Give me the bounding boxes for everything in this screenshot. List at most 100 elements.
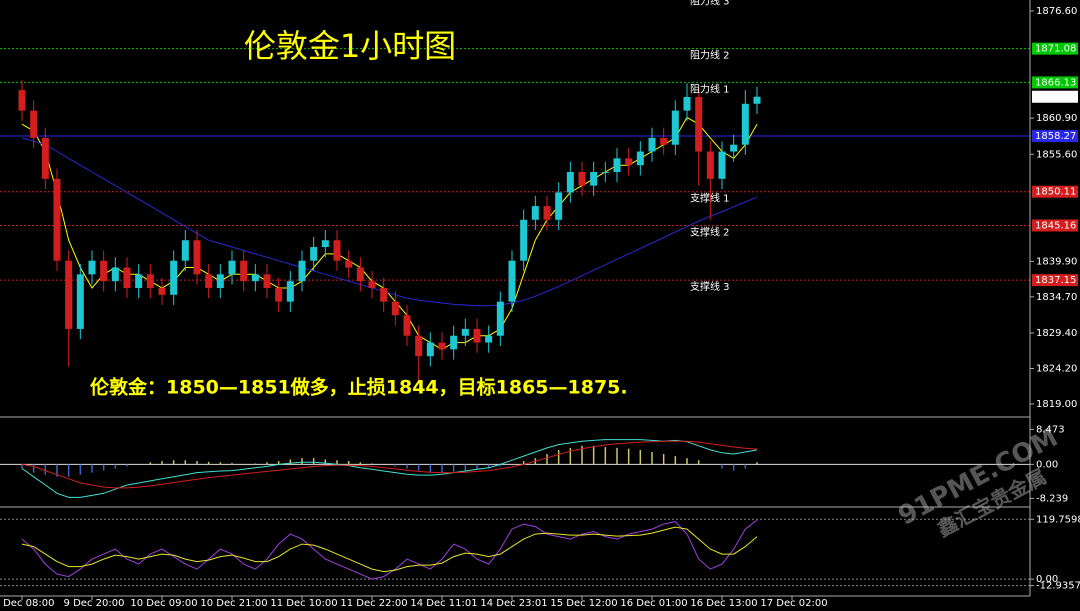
y-tick-label: 1834.70: [1036, 292, 1077, 303]
indicator-line: [21, 519, 758, 580]
candle-body: [531, 206, 539, 220]
candle-body: [683, 96, 691, 111]
level-label: 阻力线 2: [690, 49, 730, 62]
candle-body: [706, 151, 714, 179]
candle-body: [30, 110, 38, 138]
y-tick-label: 8.473: [1036, 424, 1065, 435]
y-tick-label: 1839.90: [1036, 256, 1077, 267]
plot-area: [0, 48, 1030, 587]
candle-body: [718, 151, 726, 179]
candle-body: [461, 328, 469, 336]
candle-body: [590, 171, 598, 186]
level-tag: [1032, 185, 1078, 198]
level-label: 阻力线 3: [690, 0, 730, 8]
candle-body: [333, 240, 341, 261]
last-price-label: 1864.03: [1035, 92, 1076, 103]
candle-body: [438, 342, 446, 350]
y-tick-label: 1819.00: [1036, 399, 1077, 410]
candle-body: [228, 260, 236, 275]
annotation: 伦敦金：1850—1851做多，止损1844，目标1865—1875.: [90, 376, 628, 399]
candle-body: [41, 137, 49, 179]
candle-body: [263, 274, 271, 288]
candle-body: [321, 240, 329, 248]
x-tick-label: 17 Dec 02:00: [760, 598, 827, 609]
candle-body: [601, 171, 609, 173]
chart-title: 伦敦金1小时图: [244, 27, 456, 65]
candle-body: [298, 260, 306, 282]
level-tag-label: 1871.08: [1035, 44, 1076, 55]
y-tick-label: -8.239: [1036, 493, 1068, 504]
level-tag: [1032, 274, 1078, 287]
x-tick-label: 14 Dec 11:01: [410, 598, 477, 609]
x-tick-label: 14 Dec 23:01: [480, 598, 547, 609]
candle-body: [310, 247, 318, 261]
candle-body: [123, 267, 131, 288]
y-tick-label: 1829.40: [1036, 328, 1077, 339]
candle-body: [473, 328, 481, 343]
candle-body: [53, 178, 61, 261]
x-tick-label: 10 Dec 21:00: [200, 598, 267, 609]
candle-body: [625, 158, 633, 166]
y-tick-label: 0.00: [1036, 574, 1058, 585]
y-tick-label: 0.00: [1036, 459, 1058, 470]
indicator-line: [21, 526, 758, 573]
candle-body: [275, 287, 283, 302]
level-label: 支撑线 2: [690, 225, 730, 238]
main-panel: [0, 48, 1030, 384]
candle-body: [135, 274, 143, 288]
candle-body: [543, 206, 551, 220]
candle-body: [193, 240, 201, 275]
candle-body: [671, 110, 679, 145]
candle-body: [286, 281, 294, 302]
candle-body: [76, 274, 84, 329]
candle-body: [613, 158, 621, 172]
candle-body: [146, 274, 154, 288]
candle-body: [520, 219, 528, 261]
candle-body: [391, 301, 399, 316]
y-tick-label: -12.9357: [1036, 581, 1080, 592]
candle-body: [415, 335, 423, 357]
candle-body: [741, 103, 749, 145]
candle-body: [508, 260, 516, 302]
x-tick-label: 10 Dec 09:00: [130, 598, 197, 609]
indicator-line: [21, 439, 758, 498]
candle-body: [88, 260, 96, 275]
candle-body: [496, 301, 504, 336]
x-tick-label: 9 Dec 20:00: [64, 598, 125, 609]
x-tick-label: 9 Dec 08:00: [0, 598, 54, 609]
candle-body: [111, 267, 119, 282]
candle-body: [65, 260, 73, 329]
candle-body: [426, 342, 434, 357]
indicator-line: [21, 440, 758, 489]
candle-body: [251, 274, 259, 282]
candle-body: [648, 137, 656, 152]
candle-body: [485, 335, 493, 343]
y-tick-label: 119.7598: [1036, 514, 1080, 525]
y-tick-label: 1860.90: [1036, 113, 1077, 124]
x-tick-label: 11 Dec 22:00: [340, 598, 407, 609]
candle-body: [205, 274, 213, 288]
candle-body: [730, 144, 738, 152]
level-tag-label: 1850.11: [1035, 187, 1076, 198]
candle-body: [100, 260, 108, 282]
level-tag: [1032, 130, 1078, 143]
level-tag-label: 1858.27: [1035, 131, 1076, 142]
level-label: 阻力线 1: [690, 82, 730, 95]
candle-body: [450, 335, 458, 350]
candle-body: [216, 274, 224, 288]
candle-body: [695, 96, 703, 152]
candle-body: [240, 260, 248, 282]
candle-body: [636, 151, 644, 166]
x-tick-label: 16 Dec 13:00: [690, 598, 757, 609]
candle-body: [356, 267, 364, 282]
candle-body: [403, 315, 411, 336]
candle-body: [660, 137, 668, 145]
level-tag: [1032, 219, 1078, 232]
indicator-line: [21, 116, 758, 350]
level-tag-label: 1866.13: [1035, 77, 1076, 88]
level-tag: [1032, 76, 1078, 89]
candle-body: [345, 260, 353, 268]
x-tick-label: 11 Dec 10:00: [270, 598, 337, 609]
